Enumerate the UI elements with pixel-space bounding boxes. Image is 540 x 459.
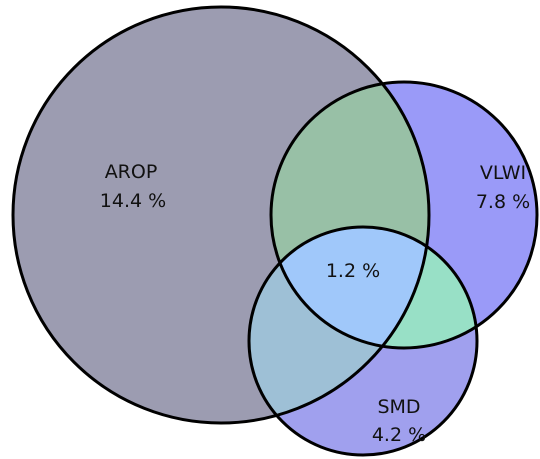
vlwi-name-label: VLWI (480, 162, 526, 184)
triple-value-label: 1.2 % (326, 260, 380, 282)
arop-name-label: AROP (105, 161, 158, 183)
vlwi-value-label: 7.8 % (476, 191, 530, 213)
vlwi-outline (269, 80, 539, 350)
smd-value-label: 4.2 % (372, 424, 426, 446)
arop-outline (11, 5, 431, 425)
arop-value-label: 14.4 % (100, 190, 166, 212)
smd-outline (247, 225, 479, 457)
smd-name-label: SMD (377, 396, 420, 418)
